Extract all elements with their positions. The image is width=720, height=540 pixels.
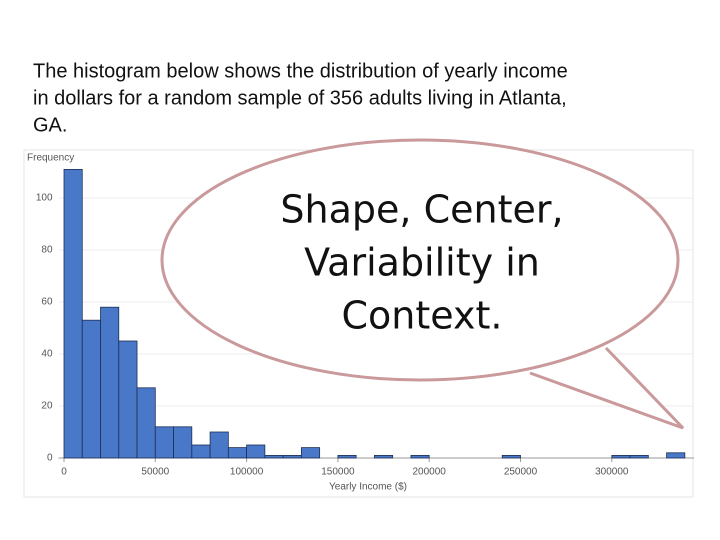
x-tick-label: 50000 [141, 467, 169, 478]
bubble-ellipse [160, 138, 680, 382]
bar [629, 454, 649, 459]
y-tick-label: 20 [41, 401, 53, 412]
bubble-text: Variability in [304, 241, 540, 285]
bar [374, 454, 394, 459]
bar [63, 168, 83, 459]
intro-text: GA. [33, 114, 67, 136]
bar [501, 454, 521, 459]
y-tick-label: 80 [41, 245, 53, 256]
y-tick-label: 60 [41, 297, 53, 308]
bar [611, 454, 631, 459]
x-tick-label: 150000 [321, 467, 355, 478]
x-tick-label: 300000 [595, 467, 629, 478]
bar [300, 447, 321, 459]
bubble-tail [529, 346, 685, 430]
bubble-text: Shape, Center, [280, 188, 563, 232]
bar [282, 454, 302, 459]
x-tick-label: 0 [61, 467, 67, 478]
x-tick-label: 100000 [230, 467, 264, 478]
bubble-tail-fill [530, 348, 683, 428]
x-tick-label: 200000 [413, 467, 447, 478]
bar [118, 340, 138, 459]
x-axis-label: Yearly Income ($) [329, 482, 407, 493]
intro-text: in dollars for a random sample of 356 ad… [33, 87, 567, 109]
bar [410, 454, 430, 459]
bubble-text: Context. [342, 294, 503, 338]
speech-bubble: Shape, Center, Variability in Context. [160, 138, 685, 430]
y-tick-label: 0 [47, 453, 53, 464]
bar [264, 454, 284, 459]
bar [666, 452, 686, 459]
bar [81, 319, 101, 459]
intro-text: The histogram below shows the distributi… [33, 60, 568, 82]
bar [136, 387, 156, 459]
bar [246, 444, 266, 459]
x-tick-label: 250000 [504, 467, 538, 478]
bar [191, 444, 211, 459]
bar [227, 447, 247, 459]
y-axis-label: Frequency [27, 153, 74, 164]
y-tick-label: 100 [36, 193, 53, 204]
y-tick-label: 40 [41, 349, 53, 360]
bar [209, 431, 229, 459]
plot: 0 20 40 60 80 100 0 50000 100000 150000 200000 2500… [27, 153, 694, 493]
bar [337, 454, 357, 459]
bar [100, 306, 120, 459]
bar [173, 426, 193, 459]
bar [154, 426, 174, 459]
